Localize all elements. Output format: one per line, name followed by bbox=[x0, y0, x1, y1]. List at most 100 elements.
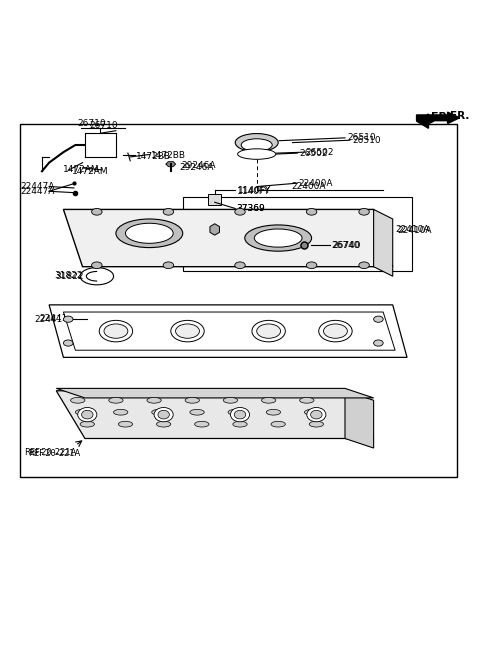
Text: 37369: 37369 bbox=[236, 204, 265, 213]
Text: 1472BB: 1472BB bbox=[136, 153, 171, 161]
Text: FR.: FR. bbox=[450, 111, 469, 121]
Polygon shape bbox=[417, 112, 459, 123]
Ellipse shape bbox=[154, 408, 173, 422]
Ellipse shape bbox=[78, 408, 97, 422]
Ellipse shape bbox=[223, 398, 238, 403]
Polygon shape bbox=[345, 391, 373, 448]
Ellipse shape bbox=[319, 320, 352, 342]
Ellipse shape bbox=[233, 422, 247, 427]
Polygon shape bbox=[49, 305, 407, 358]
Ellipse shape bbox=[262, 398, 276, 403]
Text: REF.20-221A: REF.20-221A bbox=[28, 450, 80, 458]
Ellipse shape bbox=[158, 410, 169, 419]
Ellipse shape bbox=[235, 133, 278, 151]
Ellipse shape bbox=[63, 340, 73, 346]
Ellipse shape bbox=[252, 320, 285, 342]
Polygon shape bbox=[63, 312, 395, 350]
Text: 22410A: 22410A bbox=[397, 226, 432, 235]
Ellipse shape bbox=[147, 398, 161, 403]
Ellipse shape bbox=[304, 410, 319, 415]
Text: 22441: 22441 bbox=[35, 315, 63, 323]
Ellipse shape bbox=[185, 398, 199, 403]
Ellipse shape bbox=[271, 422, 285, 427]
Text: 31822: 31822 bbox=[54, 271, 83, 279]
Ellipse shape bbox=[359, 262, 369, 269]
Polygon shape bbox=[210, 223, 219, 235]
Ellipse shape bbox=[99, 320, 132, 342]
Text: 1472BB: 1472BB bbox=[151, 151, 186, 160]
Ellipse shape bbox=[373, 340, 383, 346]
Ellipse shape bbox=[300, 398, 314, 403]
Ellipse shape bbox=[82, 410, 93, 419]
Ellipse shape bbox=[241, 139, 272, 151]
Polygon shape bbox=[56, 388, 373, 398]
Text: 26710: 26710 bbox=[90, 121, 118, 131]
Ellipse shape bbox=[235, 262, 245, 269]
Polygon shape bbox=[56, 391, 373, 438]
Ellipse shape bbox=[266, 410, 281, 415]
Ellipse shape bbox=[163, 209, 174, 215]
Ellipse shape bbox=[116, 219, 183, 247]
Ellipse shape bbox=[156, 422, 171, 427]
Text: 22400A: 22400A bbox=[291, 182, 326, 191]
Ellipse shape bbox=[230, 408, 250, 422]
Text: 37369: 37369 bbox=[237, 204, 265, 213]
Ellipse shape bbox=[75, 410, 90, 415]
Text: 26740: 26740 bbox=[332, 241, 360, 249]
Ellipse shape bbox=[311, 410, 322, 419]
Text: FR.: FR. bbox=[431, 112, 451, 122]
Bar bbox=[183, 197, 412, 271]
Polygon shape bbox=[63, 209, 393, 267]
Text: 22447A: 22447A bbox=[21, 187, 55, 196]
Ellipse shape bbox=[307, 408, 326, 422]
Ellipse shape bbox=[114, 410, 128, 415]
Text: 26710: 26710 bbox=[78, 119, 107, 129]
Ellipse shape bbox=[118, 422, 132, 427]
Text: 22447A: 22447A bbox=[21, 182, 55, 191]
Text: 31822: 31822 bbox=[55, 271, 84, 281]
Text: 26510: 26510 bbox=[347, 133, 375, 142]
Ellipse shape bbox=[228, 410, 242, 415]
Ellipse shape bbox=[359, 209, 369, 215]
Ellipse shape bbox=[234, 410, 246, 419]
Ellipse shape bbox=[238, 149, 276, 159]
Text: 1140FY: 1140FY bbox=[237, 187, 270, 196]
Text: 26502: 26502 bbox=[306, 147, 335, 157]
Ellipse shape bbox=[306, 209, 317, 215]
Ellipse shape bbox=[109, 398, 123, 403]
Text: 1472AM: 1472AM bbox=[72, 167, 108, 175]
Ellipse shape bbox=[176, 324, 199, 338]
Ellipse shape bbox=[245, 225, 312, 251]
Ellipse shape bbox=[171, 320, 204, 342]
Polygon shape bbox=[166, 161, 176, 167]
Ellipse shape bbox=[92, 262, 102, 269]
Bar bbox=[21, 123, 457, 477]
Ellipse shape bbox=[152, 410, 166, 415]
Text: 29246A: 29246A bbox=[179, 163, 214, 172]
Ellipse shape bbox=[257, 324, 281, 338]
Ellipse shape bbox=[373, 316, 383, 322]
Ellipse shape bbox=[306, 262, 317, 269]
Text: 26510: 26510 bbox=[352, 135, 381, 145]
Text: 1472AM: 1472AM bbox=[63, 165, 100, 174]
Ellipse shape bbox=[163, 262, 174, 269]
Text: 29246A: 29246A bbox=[182, 161, 216, 170]
Ellipse shape bbox=[190, 410, 204, 415]
Ellipse shape bbox=[92, 209, 102, 215]
Ellipse shape bbox=[80, 422, 95, 427]
Polygon shape bbox=[373, 209, 393, 276]
Ellipse shape bbox=[104, 324, 128, 338]
Text: 22410A: 22410A bbox=[395, 225, 430, 234]
Text: 26740: 26740 bbox=[332, 241, 360, 249]
Ellipse shape bbox=[324, 324, 348, 338]
Bar bbox=[208, 194, 221, 205]
Ellipse shape bbox=[254, 229, 302, 247]
Ellipse shape bbox=[71, 398, 85, 403]
Ellipse shape bbox=[309, 422, 324, 427]
Text: 1140FY: 1140FY bbox=[238, 186, 271, 195]
Polygon shape bbox=[417, 114, 429, 128]
Ellipse shape bbox=[235, 209, 245, 215]
Text: REF.20-221A: REF.20-221A bbox=[24, 448, 76, 458]
Ellipse shape bbox=[63, 316, 73, 322]
Text: 22441: 22441 bbox=[39, 313, 68, 323]
